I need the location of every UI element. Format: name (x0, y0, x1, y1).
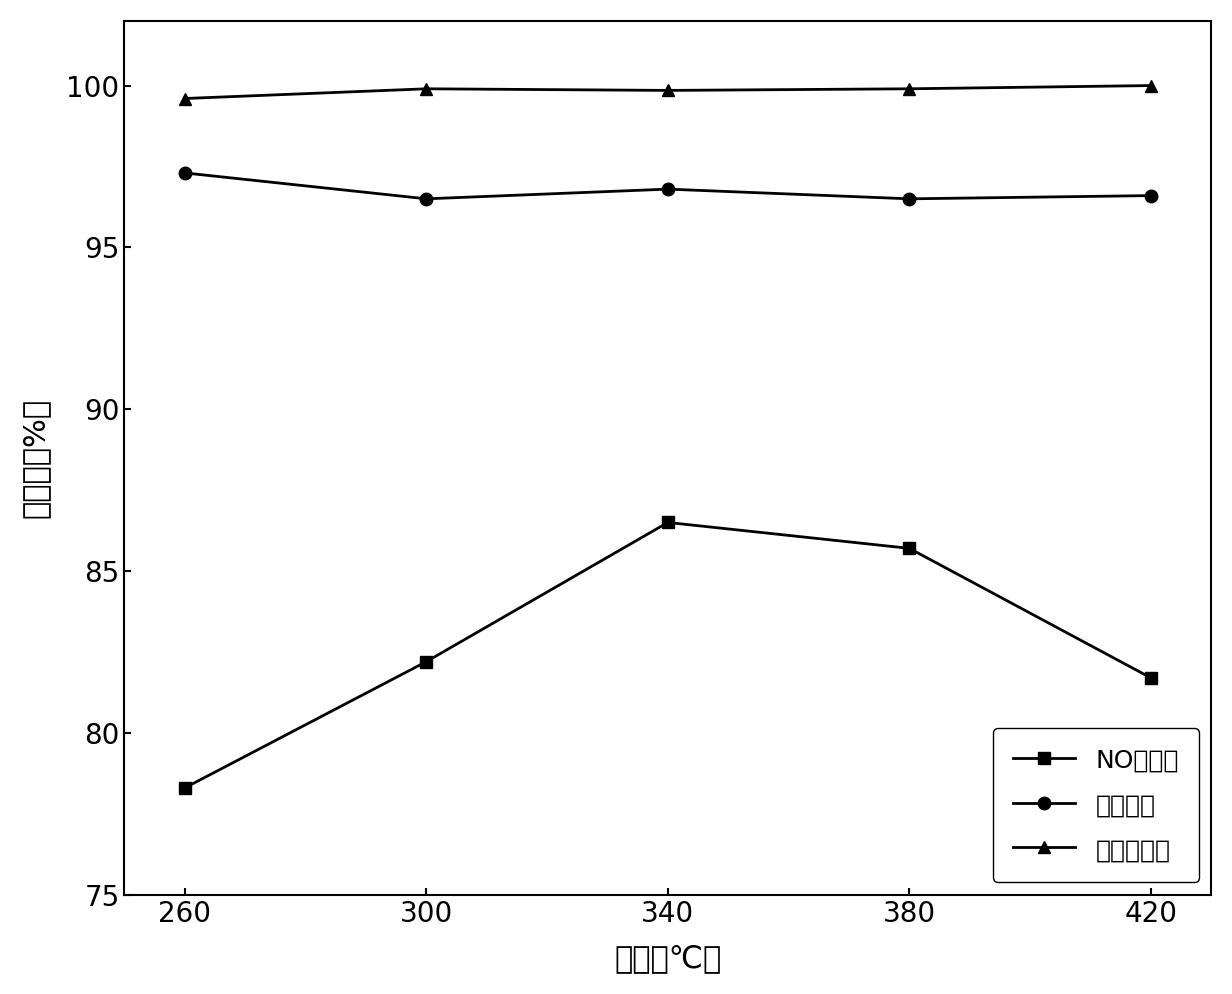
苯转化率 (1143, 190, 1158, 202)
Line: 甲苯转化率: 甲苯转化率 (179, 80, 1157, 104)
NO转化率 (902, 543, 917, 555)
甲苯转化率 (177, 92, 192, 104)
苯转化率 (660, 183, 675, 195)
Line: 苯转化率: 苯转化率 (179, 167, 1157, 205)
NO转化率 (1143, 672, 1158, 684)
NO转化率 (419, 656, 434, 668)
甲苯转化率 (1143, 80, 1158, 91)
甲苯转化率 (419, 83, 434, 94)
苯转化率 (902, 193, 917, 205)
苯转化率 (419, 193, 434, 205)
甲苯转化率 (902, 83, 917, 94)
NO转化率 (660, 517, 675, 529)
Legend: NO转化率, 苯转化率, 甲苯转化率: NO转化率, 苯转化率, 甲苯转化率 (993, 728, 1199, 882)
Y-axis label: 转化率（%）: 转化率（%） (21, 398, 49, 518)
苯转化率 (177, 167, 192, 179)
甲苯转化率 (660, 84, 675, 96)
Line: NO转化率: NO转化率 (179, 516, 1157, 794)
X-axis label: 温度（℃）: 温度（℃） (615, 944, 722, 973)
NO转化率 (177, 782, 192, 794)
